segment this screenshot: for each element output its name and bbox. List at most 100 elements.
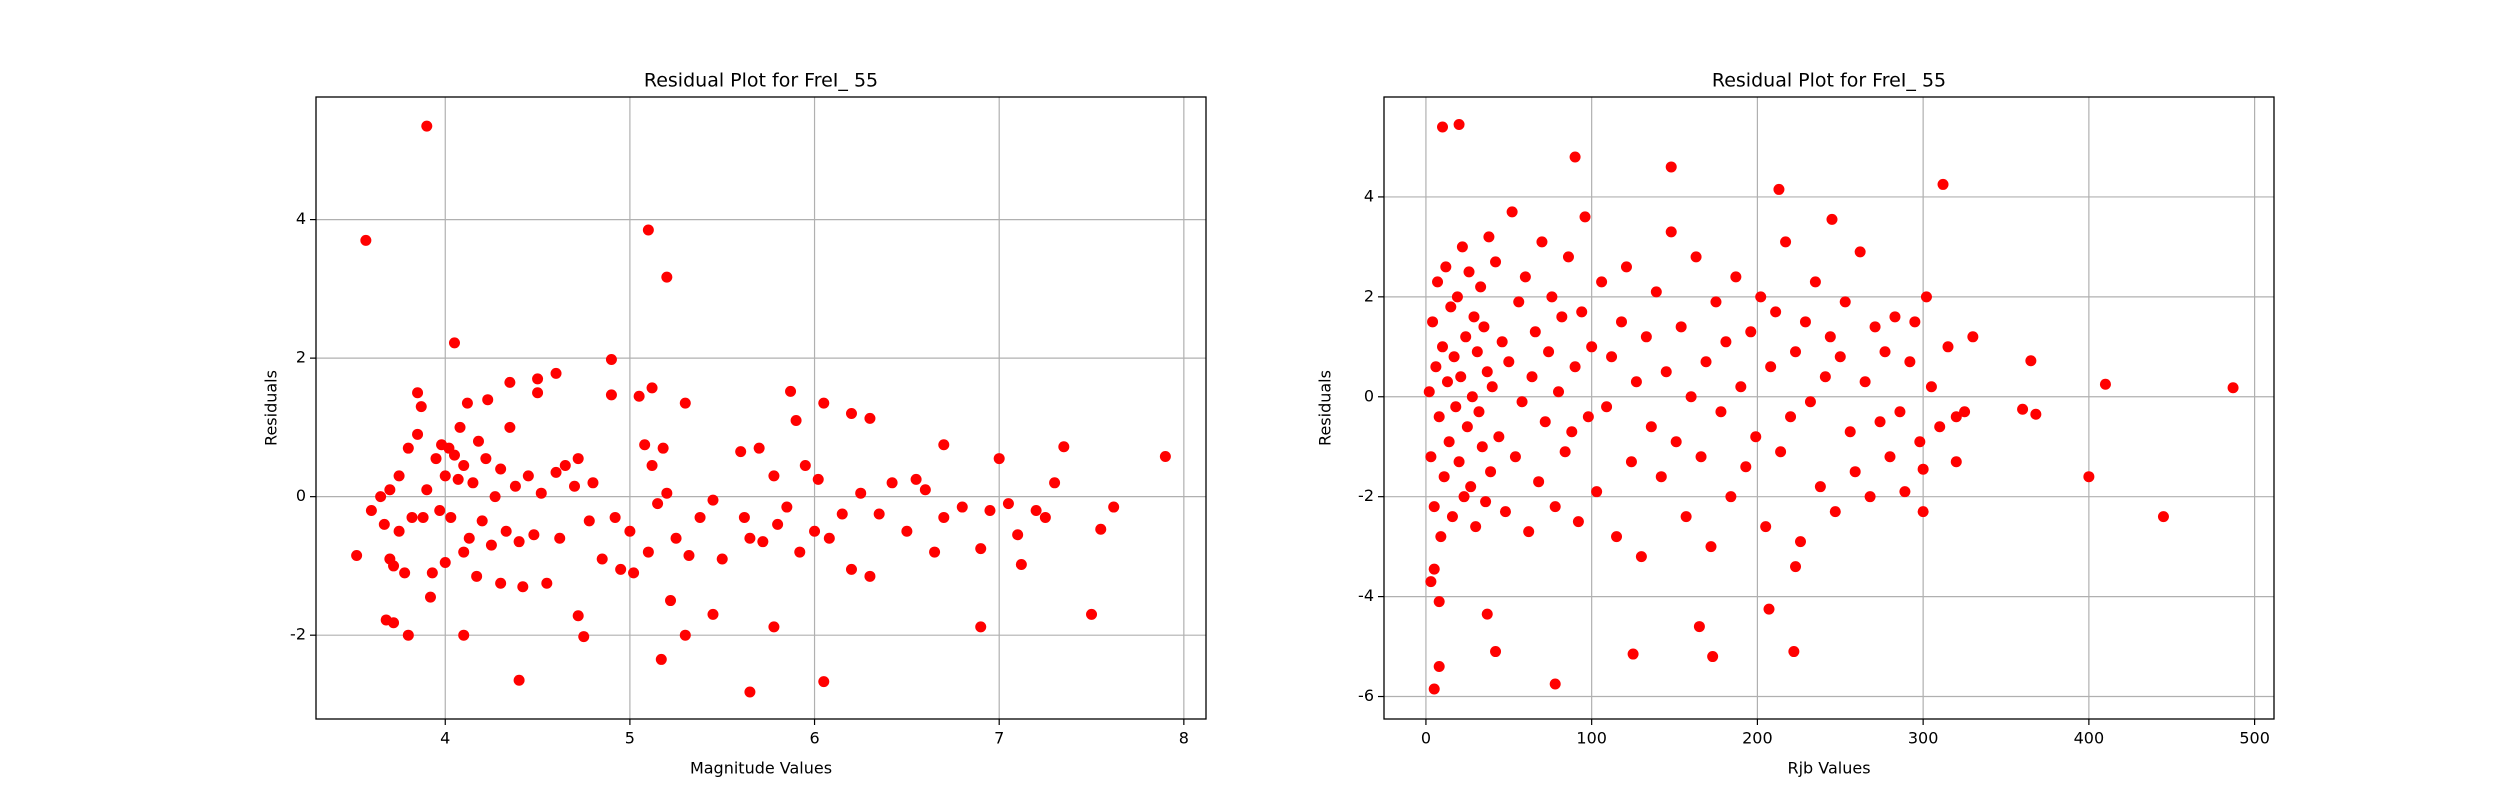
point <box>744 686 756 698</box>
point <box>864 412 876 424</box>
point <box>1466 391 1478 403</box>
point <box>1596 276 1608 288</box>
point <box>2157 511 2169 523</box>
point <box>1785 411 1797 423</box>
point <box>1458 491 1470 503</box>
point <box>818 397 830 409</box>
point <box>1625 456 1637 468</box>
point <box>578 631 590 643</box>
y-tick-label: -2 <box>290 625 306 644</box>
point <box>1710 296 1722 308</box>
point <box>624 525 636 537</box>
point <box>587 477 599 489</box>
point <box>1660 366 1672 378</box>
point <box>1443 436 1455 448</box>
point <box>1685 391 1697 403</box>
point <box>1839 296 1851 308</box>
point <box>1526 371 1538 383</box>
point <box>1039 511 1051 523</box>
point <box>975 621 987 633</box>
point <box>1829 506 1841 518</box>
point <box>744 532 756 544</box>
point <box>1448 351 1460 363</box>
point <box>1665 161 1677 173</box>
point <box>1490 256 1502 268</box>
point <box>448 337 460 349</box>
point <box>2227 382 2239 394</box>
point <box>1549 501 1561 513</box>
point <box>1725 491 1737 503</box>
point <box>1844 426 1856 438</box>
point <box>1486 381 1498 393</box>
point <box>445 511 457 523</box>
point <box>1546 291 1558 303</box>
point <box>1470 521 1482 533</box>
point <box>1814 481 1826 493</box>
point <box>757 536 769 548</box>
point <box>716 553 728 565</box>
point <box>1503 356 1515 368</box>
point <box>1917 463 1929 475</box>
point <box>412 387 424 399</box>
point <box>655 653 667 665</box>
point <box>1460 331 1472 343</box>
point <box>1427 316 1439 328</box>
point <box>785 385 797 397</box>
point <box>1481 366 1493 378</box>
point <box>384 484 396 496</box>
point <box>1864 491 1876 503</box>
point <box>500 525 512 537</box>
point <box>1446 511 1458 523</box>
point <box>532 387 544 399</box>
point <box>495 577 507 589</box>
point <box>1834 351 1846 363</box>
point <box>1569 361 1581 373</box>
point <box>605 389 617 401</box>
point <box>1735 381 1747 393</box>
y-tick-label: 0 <box>1364 386 1374 405</box>
point <box>1950 456 1962 468</box>
point <box>1715 406 1727 418</box>
point <box>1775 446 1787 458</box>
point <box>670 532 682 544</box>
point <box>768 621 780 633</box>
point <box>1809 276 1821 288</box>
point <box>1920 291 1932 303</box>
point <box>430 453 442 465</box>
point <box>2083 471 2095 483</box>
point <box>1536 236 1548 248</box>
point <box>1627 648 1639 660</box>
point <box>482 394 494 406</box>
point <box>1755 291 1767 303</box>
point <box>434 505 446 517</box>
point <box>541 577 553 589</box>
point <box>1606 351 1618 363</box>
point <box>426 567 438 579</box>
point <box>929 546 941 558</box>
point <box>467 477 479 489</box>
point <box>605 354 617 366</box>
point <box>1456 241 1468 253</box>
point <box>1461 421 1473 433</box>
point <box>1788 646 1800 658</box>
point <box>1925 381 1937 393</box>
point <box>873 508 885 520</box>
point <box>1942 341 1954 353</box>
y-tick-label: 0 <box>296 486 306 505</box>
point <box>458 459 470 471</box>
point <box>781 501 793 513</box>
x-tick-label: 7 <box>994 729 1004 748</box>
point <box>421 484 433 496</box>
point <box>1909 316 1921 328</box>
point <box>1770 306 1782 318</box>
point <box>1730 271 1742 283</box>
point <box>1695 451 1707 463</box>
point <box>439 470 451 482</box>
point <box>735 446 747 458</box>
point <box>772 518 784 530</box>
point <box>399 567 411 579</box>
point <box>1463 266 1475 278</box>
point <box>864 570 876 582</box>
point <box>1451 291 1463 303</box>
point <box>694 511 706 523</box>
